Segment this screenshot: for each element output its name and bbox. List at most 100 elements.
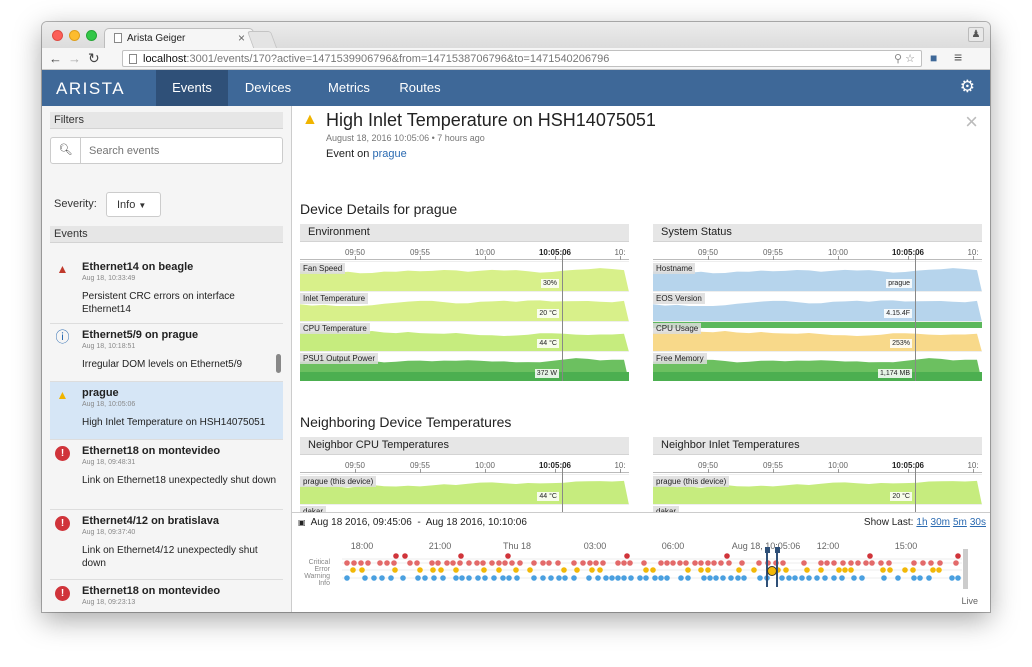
search-input[interactable]: [89, 143, 274, 158]
browser-tab[interactable]: Arista Geiger ×: [104, 28, 254, 48]
event-list-item[interactable]: ▲ Ethernet14 on beagle Aug 18, 10:33:49 Per…: [50, 256, 283, 324]
event-dot[interactable]: [724, 553, 730, 559]
event-dot[interactable]: [814, 575, 820, 581]
event-dot[interactable]: [683, 560, 689, 566]
event-dot[interactable]: [920, 560, 926, 566]
event-dot[interactable]: [705, 560, 711, 566]
event-dot[interactable]: [506, 575, 512, 581]
event-dot[interactable]: [720, 575, 726, 581]
event-dot[interactable]: [928, 560, 934, 566]
metric-strip[interactable]: prague (this device) 20 °C: [653, 474, 982, 504]
event-dot[interactable]: [422, 575, 428, 581]
event-dot[interactable]: [457, 560, 463, 566]
event-dot[interactable]: [831, 575, 837, 581]
event-dot[interactable]: [786, 575, 792, 581]
event-dot[interactable]: [362, 575, 368, 581]
event-dot[interactable]: [698, 567, 704, 573]
event-dot[interactable]: [531, 560, 537, 566]
event-dot[interactable]: [643, 567, 649, 573]
event-dot[interactable]: [707, 575, 713, 581]
event-dot[interactable]: [910, 567, 916, 573]
metric-strip[interactable]: PSU1 Output Power 372 W: [300, 351, 629, 381]
event-dot[interactable]: [600, 560, 606, 566]
metric-strip[interactable]: Hostname prague: [653, 261, 982, 291]
event-dot[interactable]: [705, 567, 711, 573]
event-dot[interactable]: [561, 567, 567, 573]
event-dot[interactable]: [869, 560, 875, 566]
event-dot[interactable]: [831, 560, 837, 566]
event-dot[interactable]: [527, 567, 533, 573]
metric-strip[interactable]: prague (this device) 44 °C: [300, 474, 629, 504]
metric-strip[interactable]: dakar10 °C: [300, 504, 629, 512]
event-dot[interactable]: [836, 567, 842, 573]
event-dot[interactable]: [880, 567, 886, 573]
tab-close-icon[interactable]: ×: [237, 31, 245, 45]
event-dot[interactable]: [458, 553, 464, 559]
event-dot[interactable]: [402, 553, 408, 559]
event-dot[interactable]: [580, 560, 586, 566]
event-dot[interactable]: [496, 560, 502, 566]
event-dot[interactable]: [379, 575, 385, 581]
event-dot[interactable]: [867, 553, 873, 559]
event-dot[interactable]: [489, 560, 495, 566]
event-dot[interactable]: [502, 560, 508, 566]
event-dot[interactable]: [886, 560, 892, 566]
event-dot[interactable]: [664, 575, 670, 581]
event-dot[interactable]: [804, 567, 810, 573]
event-dot[interactable]: [417, 567, 423, 573]
nav-routes[interactable]: Routes: [399, 80, 441, 95]
event-dot[interactable]: [902, 567, 908, 573]
search-box[interactable]: 🔍︎: [50, 137, 283, 164]
range-handle-grip[interactable]: [775, 547, 780, 553]
event-dot[interactable]: [756, 560, 762, 566]
event-dot[interactable]: [438, 567, 444, 573]
event-dot[interactable]: [415, 575, 421, 581]
event-dot[interactable]: [615, 560, 621, 566]
event-dot[interactable]: [624, 553, 630, 559]
show-last-1h[interactable]: 1h: [916, 517, 928, 528]
event-dot[interactable]: [718, 560, 724, 566]
event-dot[interactable]: [818, 560, 824, 566]
nav-metrics[interactable]: Metrics: [328, 80, 370, 95]
new-tab-button[interactable]: [246, 31, 278, 48]
event-dot[interactable]: [842, 567, 848, 573]
event-dot[interactable]: [741, 575, 747, 581]
event-dot[interactable]: [736, 567, 742, 573]
event-dot[interactable]: [863, 560, 869, 566]
event-dot[interactable]: [358, 560, 364, 566]
event-dot[interactable]: [603, 575, 609, 581]
event-dot[interactable]: [546, 560, 552, 566]
event-dot[interactable]: [911, 575, 917, 581]
profile-icon[interactable]: ♟: [968, 27, 984, 42]
event-dot[interactable]: [955, 575, 961, 581]
event-dot[interactable]: [453, 567, 459, 573]
event-dot[interactable]: [540, 560, 546, 566]
address-bar[interactable]: localhost:3001/events/170?active=1471539…: [122, 50, 922, 67]
event-dot[interactable]: [393, 553, 399, 559]
event-dot[interactable]: [595, 575, 601, 581]
event-list-item[interactable]: ! Ethernet18 on montevideo Aug 18, 09:48:3…: [50, 440, 283, 510]
event-dot[interactable]: [475, 575, 481, 581]
event-dot[interactable]: [628, 575, 634, 581]
event-dot[interactable]: [391, 560, 397, 566]
event-dot[interactable]: [779, 575, 785, 581]
event-dot[interactable]: [701, 575, 707, 581]
event-dot[interactable]: [388, 575, 394, 581]
event-dot[interactable]: [556, 575, 562, 581]
event-dot[interactable]: [505, 553, 511, 559]
event-dot[interactable]: [859, 575, 865, 581]
event-dot[interactable]: [930, 567, 936, 573]
event-dot[interactable]: [881, 575, 887, 581]
event-dot[interactable]: [917, 575, 923, 581]
event-dot[interactable]: [350, 567, 356, 573]
event-dot[interactable]: [887, 567, 893, 573]
event-dot[interactable]: [878, 560, 884, 566]
event-dot[interactable]: [799, 575, 805, 581]
event-dot[interactable]: [450, 560, 456, 566]
event-dot[interactable]: [586, 575, 592, 581]
event-dot[interactable]: [500, 575, 506, 581]
event-dot[interactable]: [792, 575, 798, 581]
event-dot[interactable]: [658, 575, 664, 581]
event-dot[interactable]: [344, 560, 350, 566]
range-handle-grip[interactable]: [765, 547, 770, 553]
